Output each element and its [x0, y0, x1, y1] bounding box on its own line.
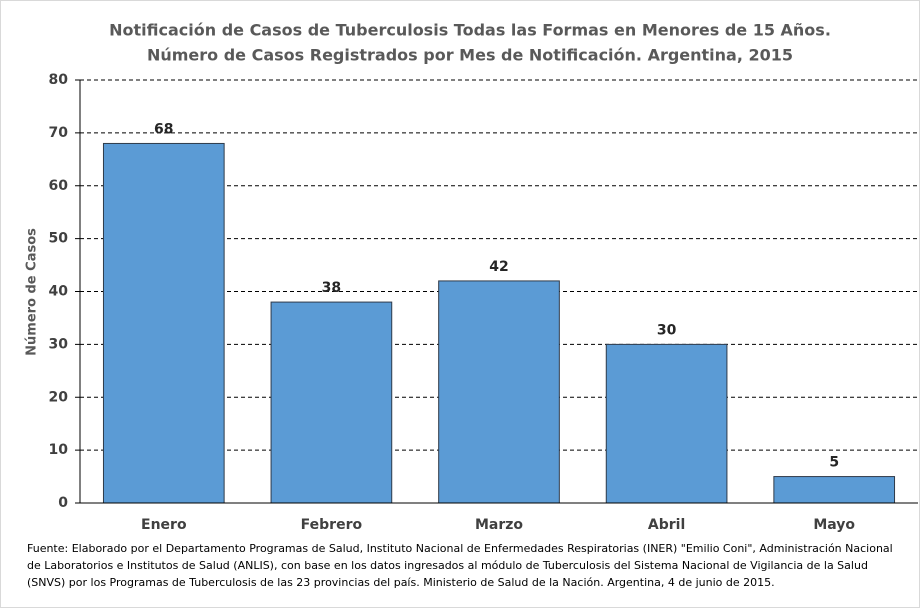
y-tick-label: 70 [49, 125, 69, 141]
x-tick-label: Febrero [301, 517, 363, 533]
data-label: 42 [489, 259, 508, 275]
y-tick-label: 0 [58, 495, 68, 511]
x-tick-label: Abril [648, 517, 685, 533]
bar [438, 280, 560, 504]
x-tick-label: Mayo [813, 517, 855, 533]
bar [270, 301, 393, 504]
y-tick-label: 30 [49, 336, 69, 352]
source-note: Fuente: Elaborado por el Departamento Pr… [27, 542, 893, 589]
y-tick-label: 80 [49, 72, 69, 88]
y-tick-label: 40 [49, 284, 69, 300]
bar [605, 343, 728, 504]
bar [773, 476, 896, 504]
data-label: 5 [829, 455, 839, 471]
chart-title: Notificación de Casos de Tuberculosis To… [109, 21, 831, 40]
data-label: 30 [657, 322, 677, 338]
x-tick-label: Enero [141, 517, 187, 533]
y-axis-label: Número de Casos [25, 228, 40, 356]
data-label: 68 [154, 121, 173, 137]
y-tick-label: 20 [49, 389, 69, 405]
bar [102, 142, 225, 504]
x-tick-label: Marzo [475, 517, 523, 533]
y-tick-label: 50 [49, 231, 69, 247]
chart-title: Número de Casos Registrados por Mes de N… [147, 46, 793, 65]
y-tick-label: 10 [49, 442, 69, 458]
data-label: 38 [322, 280, 341, 296]
y-tick-label: 60 [49, 178, 69, 194]
